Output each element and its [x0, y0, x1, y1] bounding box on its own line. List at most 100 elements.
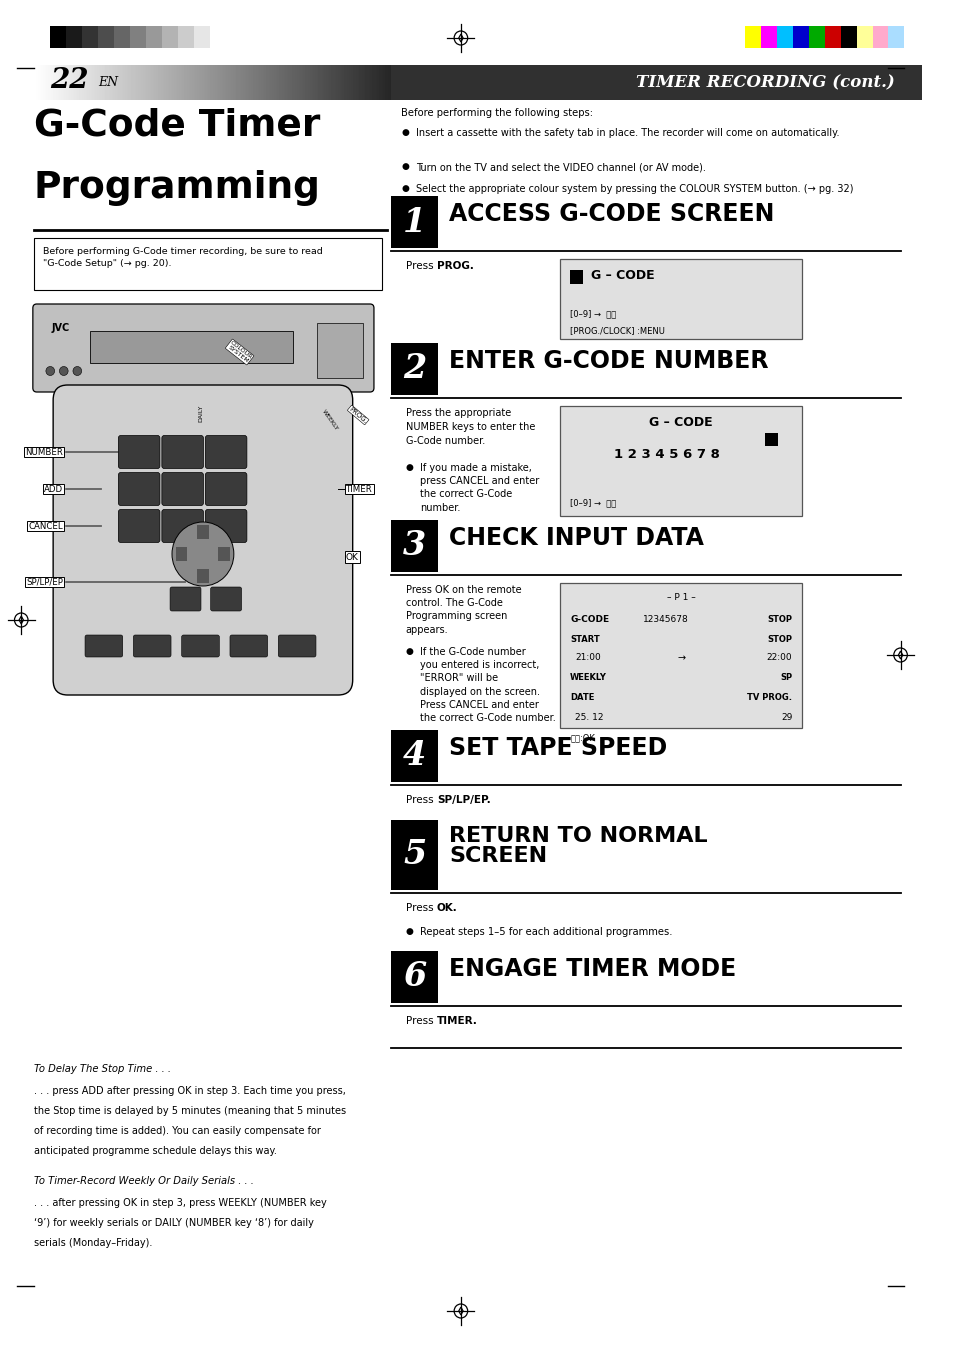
Bar [98, 26, 114, 49]
Text: Press the appropriate
NUMBER keys to enter the
G-Code number.: Press the appropriate NUMBER keys to ent… [405, 408, 535, 446]
Circle shape [72, 366, 82, 376]
Text: G – CODE: G – CODE [591, 269, 655, 282]
Text: ●: ● [405, 647, 414, 657]
Text: ●: ● [405, 927, 414, 936]
FancyBboxPatch shape [162, 473, 203, 505]
Bar [391, 520, 437, 571]
Bar [66, 26, 82, 49]
Bar [744, 26, 760, 49]
Text: OK.: OK. [436, 902, 457, 913]
Text: Press: Press [405, 1016, 436, 1025]
Text: – P 1 –: – P 1 – [666, 593, 695, 603]
Text: STOP: STOP [766, 635, 792, 644]
FancyBboxPatch shape [278, 635, 315, 657]
Text: ‘9’) for weekly serials or DAILY (NUMBER key ‘8’) for daily: ‘9’) for weekly serials or DAILY (NUMBER… [33, 1219, 314, 1228]
Text: DATE: DATE [570, 693, 594, 703]
Text: ⒶⓁ:OK: ⒶⓁ:OK [570, 734, 595, 742]
Text: ●: ● [400, 128, 409, 136]
Text: 22: 22 [51, 68, 89, 95]
Bar [776, 26, 792, 49]
Bar [391, 343, 437, 394]
Text: anticipated programme schedule delays this way.: anticipated programme schedule delays th… [33, 1146, 276, 1156]
Text: CANCEL: CANCEL [29, 521, 63, 531]
Text: To Delay The Stop Time . . .: To Delay The Stop Time . . . [33, 1065, 171, 1074]
Text: Insert a cassette with the safety tab in place. The recorder will come on automa: Insert a cassette with the safety tab in… [416, 128, 839, 138]
Bar [114, 26, 130, 49]
Text: TIMER RECORDING (cont.): TIMER RECORDING (cont.) [636, 74, 894, 91]
FancyBboxPatch shape [53, 385, 353, 694]
Bar [840, 26, 856, 49]
Text: SET TAPE SPEED: SET TAPE SPEED [449, 736, 667, 761]
Text: 12345678: 12345678 [642, 615, 688, 624]
FancyBboxPatch shape [118, 435, 160, 469]
Bar [764, 434, 777, 446]
Text: 1: 1 [402, 205, 426, 239]
Text: To Timer-Record Weekly Or Daily Serials . . .: To Timer-Record Weekly Or Daily Serials … [33, 1175, 253, 1186]
Text: G-Code Timer: G-Code Timer [33, 108, 320, 145]
Text: EN: EN [98, 76, 118, 89]
Text: ACCESS G-CODE SCREEN: ACCESS G-CODE SCREEN [449, 203, 774, 226]
Text: SP: SP [780, 673, 792, 682]
Bar [33, 238, 381, 290]
Bar [210, 26, 226, 49]
Bar [391, 820, 437, 890]
Bar [872, 26, 887, 49]
FancyBboxPatch shape [205, 509, 247, 543]
Text: DAILY: DAILY [198, 405, 203, 423]
Text: 21:00: 21:00 [575, 653, 600, 662]
Text: WEEKLY: WEEKLY [320, 408, 338, 431]
Text: If you made a mistake,
press CANCEL and enter
the correct G-Code
number.: If you made a mistake, press CANCEL and … [420, 463, 539, 512]
Text: COLOUR
SYSTEM: COLOUR SYSTEM [226, 339, 253, 365]
Text: of recording time is added). You can easily compensate for: of recording time is added). You can eas… [33, 1125, 320, 1136]
Bar [193, 26, 210, 49]
Bar [391, 951, 437, 1002]
Bar [559, 584, 801, 728]
Text: ENTER G-CODE NUMBER: ENTER G-CODE NUMBER [449, 349, 768, 373]
Text: G – CODE: G – CODE [649, 416, 712, 430]
Text: 2: 2 [402, 353, 426, 385]
Bar [51, 26, 66, 49]
Bar [391, 65, 921, 100]
FancyBboxPatch shape [118, 509, 160, 543]
Circle shape [59, 366, 68, 376]
Bar [559, 407, 801, 516]
Bar [760, 26, 776, 49]
Text: G-CODE: G-CODE [570, 615, 609, 624]
FancyBboxPatch shape [181, 635, 219, 657]
Text: JVC: JVC [51, 323, 70, 332]
Text: Press: Press [405, 902, 436, 913]
Text: TIMER.: TIMER. [436, 1016, 477, 1025]
FancyBboxPatch shape [133, 635, 171, 657]
FancyBboxPatch shape [162, 435, 203, 469]
Text: . . . press ADD after pressing OK in step 3. Each time you press,: . . . press ADD after pressing OK in ste… [33, 1086, 345, 1096]
Text: Press: Press [405, 794, 436, 805]
Text: Programming: Programming [33, 170, 320, 205]
Bar [82, 26, 98, 49]
Text: SP/LP/EP.: SP/LP/EP. [436, 794, 490, 805]
Text: [0–9] →  ⒶⓁ: [0–9] → ⒶⓁ [570, 309, 616, 317]
Bar [808, 26, 823, 49]
Bar [792, 26, 808, 49]
Text: START: START [570, 635, 599, 644]
Text: Repeat steps 1–5 for each additional programmes.: Repeat steps 1–5 for each additional pro… [420, 927, 672, 938]
Bar [887, 26, 903, 49]
Circle shape [172, 521, 233, 586]
Text: ●: ● [405, 463, 414, 471]
Bar [90, 331, 293, 363]
Text: WEEKLY: WEEKLY [570, 673, 606, 682]
Text: 5: 5 [402, 839, 426, 871]
Bar [218, 547, 230, 561]
Text: [0–9] →  ⒶⓁ: [0–9] → ⒶⓁ [570, 499, 616, 507]
Bar [823, 26, 840, 49]
Text: Before performing the following steps:: Before performing the following steps: [400, 108, 593, 118]
Text: Before performing G-Code timer recording, be sure to read
"G-Code Setup" (→ pg. : Before performing G-Code timer recording… [44, 247, 323, 269]
Text: →: → [677, 653, 684, 663]
Text: ●: ● [400, 162, 409, 172]
Bar [162, 26, 177, 49]
Text: TIMER: TIMER [346, 485, 373, 493]
Circle shape [46, 366, 54, 376]
Bar [177, 26, 193, 49]
FancyBboxPatch shape [85, 635, 123, 657]
Text: the Stop time is delayed by 5 minutes (meaning that 5 minutes: the Stop time is delayed by 5 minutes (m… [33, 1106, 346, 1116]
Text: 25. 12: 25. 12 [575, 713, 603, 721]
